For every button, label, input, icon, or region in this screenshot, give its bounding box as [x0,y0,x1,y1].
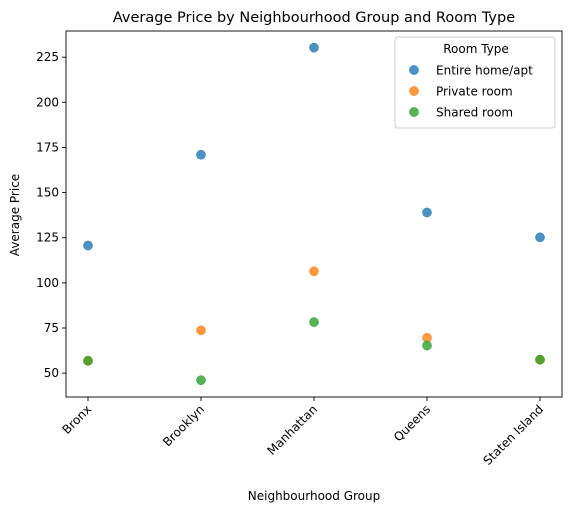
point-3-queens [422,340,432,351]
point-2-manhattan [309,266,319,277]
point-3-staten-island [535,354,545,365]
y-axis-label: Average Price [8,174,22,256]
point-1-queens [422,207,432,218]
y-tick-label: 200 [36,95,59,109]
point-3-brooklyn [196,375,206,386]
y-tick-label: 100 [36,276,59,290]
legend-title: Room Type [443,42,509,56]
chart-title: Average Price by Neighbourhood Group and… [113,10,515,26]
y-tick-label: 75 [44,321,59,335]
legend-box [394,36,556,129]
x-axis-label: Neighbourhood Group [248,489,380,503]
legend-marker [409,86,419,96]
legend-label: Entire home/apt [436,64,533,78]
point-3-manhattan [309,317,319,327]
legend-marker [409,107,419,117]
legend-marker [409,65,419,75]
x-tick-label: Bronx [60,402,95,437]
x-tick-label: Staten Island [480,402,546,468]
plot-area: 50 75 100 125 150 175 200 225 Bronx Brooklyn Manha… [36,30,563,468]
point-1-bronx [83,240,93,251]
x-tick-label: Queens [391,402,433,444]
legend-label: Shared room [436,106,513,120]
y-tick-label: 225 [36,50,59,64]
point-2-brooklyn [196,325,206,336]
y-tick-label: 125 [36,231,59,245]
point-3-bronx [83,355,93,366]
point-1-brooklyn [196,149,206,160]
x-tick-label: Manhattan [265,402,321,458]
point-1-manhattan [309,42,319,53]
x-tick-label: Brooklyn [160,402,207,449]
y-tick-label: 175 [36,140,59,154]
y-tick-label: 150 [36,186,59,200]
point-1-staten-island [535,232,545,243]
y-tick-label: 50 [44,366,59,380]
legend-label: Private room [436,85,513,99]
